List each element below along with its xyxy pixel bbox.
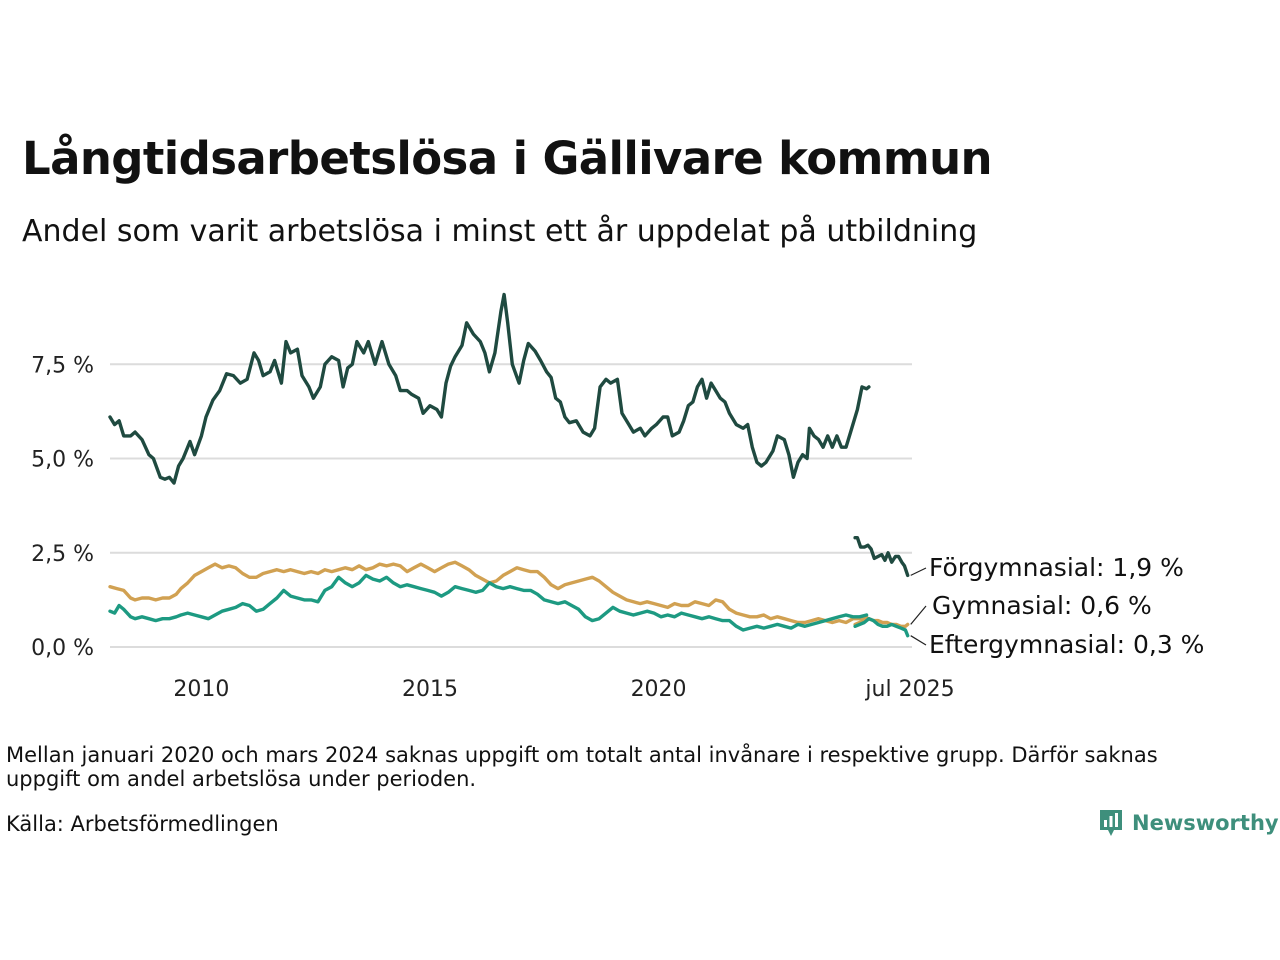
series-end-label: Gymnasial: 0,6 % — [932, 591, 1152, 620]
series-line-1 — [108, 560, 869, 625]
chart-subtitle: Andel som varit arbetslösa i minst ett å… — [22, 214, 978, 249]
y-tick-label: 0,0 % — [31, 636, 94, 661]
y-tick-label: 7,5 % — [31, 353, 94, 378]
x-tick-label: 2015 — [402, 677, 458, 702]
y-tick-label: 5,0 % — [31, 448, 94, 473]
series-lines — [108, 292, 910, 638]
brand-logo: Newsworthy — [1098, 808, 1279, 838]
series-line-0 — [853, 536, 910, 578]
series-end-labels: Förgymnasial: 1,9 % Gymnasial: 0,6 % Efter… — [910, 553, 1204, 659]
source-note: Källa: Arbetsförmedlingen — [6, 812, 279, 836]
line-chart: 0,0 % 2,5 % 5,0 % 7,5 % 2010 2015 2020 jul 202… — [31, 292, 1204, 702]
x-tick-label: 2010 — [173, 677, 229, 702]
series-end-label: Eftergymnasial: 0,3 % — [929, 630, 1204, 659]
x-tick-label: jul 2025 — [864, 677, 954, 702]
footnote: Mellan januari 2020 och mars 2024 saknas… — [6, 743, 1158, 791]
y-tick-label: 2,5 % — [31, 542, 94, 567]
chart-title: Långtidsarbetslösa i Gällivare kommun — [22, 132, 993, 185]
gridlines — [110, 363, 912, 648]
y-axis-tick-labels: 0,0 % 2,5 % 5,0 % 7,5 % — [31, 353, 94, 661]
label-leader-line — [910, 635, 927, 646]
brand-name: Newsworthy — [1132, 811, 1279, 835]
label-leader-line — [910, 605, 927, 625]
x-tick-label: 2020 — [631, 677, 687, 702]
series-line-2 — [853, 617, 910, 638]
series-line-0 — [108, 292, 871, 485]
series-line-2 — [108, 573, 869, 632]
label-leader-line — [910, 567, 927, 576]
series-end-label: Förgymnasial: 1,9 % — [929, 553, 1184, 582]
bar-chart-icon — [1100, 810, 1122, 836]
x-axis-tick-labels: 2010 2015 2020 jul 2025 — [173, 677, 954, 702]
